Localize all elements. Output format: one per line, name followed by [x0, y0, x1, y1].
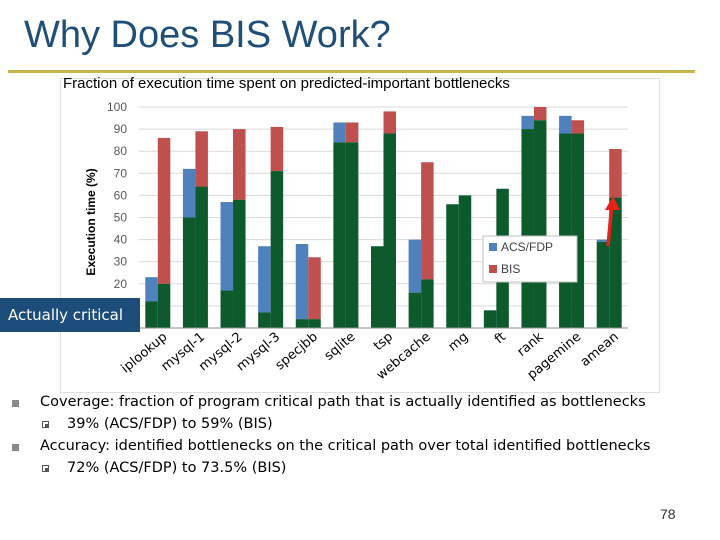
acs-fdp-noncritical-bar-mysql-1 — [182, 168, 196, 218]
bis-noncritical-bar-iplookup — [157, 137, 171, 284]
slide-title: Why Does BIS Work? — [24, 14, 391, 56]
y-tick-label: 90 — [114, 122, 128, 136]
page-number: 78 — [660, 506, 676, 522]
legend-swatch-acs — [489, 243, 497, 251]
y-tick-label: 40 — [114, 233, 128, 247]
acs-fdp-critical-bar-specjbb — [295, 319, 309, 328]
y-tick-label: 70 — [114, 166, 128, 180]
chart-bars — [145, 107, 622, 328]
bis-noncritical-bar-pagemine — [571, 120, 585, 134]
y-tick-label: 20 — [114, 277, 128, 291]
chart-title: Fraction of execution time spent on pred… — [63, 75, 510, 92]
acs-fdp-critical-bar-iplookup — [145, 301, 158, 328]
bullet-text: Coverage: fraction of program critical p… — [40, 394, 646, 410]
acs-fdp-critical-bar-mg — [446, 204, 459, 328]
acs-fdp-critical-bar-mysql-1 — [182, 217, 196, 328]
y-tick-label: 30 — [114, 255, 128, 269]
bis-noncritical-bar-webcache — [421, 162, 434, 280]
acs-fdp-critical-bar-tsp — [371, 246, 384, 328]
legend-label-bis: BIS — [501, 262, 520, 276]
checkbox-bullet-icon — [42, 465, 49, 472]
bis-noncritical-bar-specjbb — [308, 257, 321, 320]
bis-noncritical-bar-rank — [533, 107, 547, 121]
sub-bullet-text: 72% (ACS/FDP) to 73.5% (BIS) — [67, 460, 287, 476]
acs-fdp-noncritical-bar-rank — [521, 115, 534, 130]
bullet-accuracy: Accuracy: identified bottlenecks on the … — [12, 438, 712, 460]
legend-box — [482, 235, 578, 283]
acs-fdp-critical-bar-rank — [521, 129, 534, 328]
arrow-head — [605, 196, 620, 210]
acs-fdp-critical-bar-mysql-2 — [220, 290, 234, 328]
bis-critical-bar-rank — [533, 120, 547, 328]
bis-critical-bar-pagemine — [571, 133, 585, 328]
y-tick-label: 80 — [114, 144, 128, 158]
bis-noncritical-bar-mysql-1 — [195, 131, 208, 187]
bis-critical-bar-mg — [458, 195, 472, 328]
acs-fdp-critical-bar-mysql-3 — [258, 312, 271, 328]
y-tick-label: 60 — [114, 188, 128, 202]
y-tick-label: 50 — [114, 211, 128, 225]
sub-bullet-coverage: 39% (ACS/FDP) to 59% (BIS) — [12, 416, 712, 438]
emphasis-arrow — [605, 196, 620, 247]
actually-critical-callout: Actually critical — [0, 298, 140, 332]
acs-fdp-critical-bar-sqlite — [333, 142, 346, 328]
acs-fdp-noncritical-bar-webcache — [408, 239, 422, 293]
bis-critical-bar-mysql-3 — [270, 171, 284, 328]
acs-fdp-noncritical-bar-specjbb — [295, 244, 309, 320]
acs-fdp-noncritical-bar-amean — [596, 239, 610, 242]
bis-noncritical-bar-mysql-3 — [270, 126, 284, 172]
acs-fdp-noncritical-bar-pagemine — [559, 115, 572, 134]
bullet-text: Accuracy: identified bottlenecks on the … — [40, 438, 651, 454]
title-divider — [8, 70, 695, 73]
bis-critical-bar-specjbb — [308, 319, 321, 328]
bar-chart: 0102030405060708090100 Execution time (%… — [60, 78, 660, 393]
y-tick-label: 100 — [107, 100, 127, 114]
bis-critical-bar-webcache — [421, 279, 434, 328]
legend-swatch-bis — [489, 265, 497, 273]
bis-critical-bar-sqlite — [345, 142, 359, 328]
sub-bullet-accuracy: 72% (ACS/FDP) to 73.5% (BIS) — [12, 460, 712, 482]
square-bullet-icon — [12, 400, 19, 407]
chart-legend: ACS/FDP BIS — [482, 235, 578, 283]
sub-bullet-text: 39% (ACS/FDP) to 59% (BIS) — [67, 416, 273, 432]
acs-fdp-critical-bar-webcache — [408, 292, 422, 328]
acs-fdp-critical-bar-ft — [483, 310, 497, 328]
acs-fdp-critical-bar-amean — [596, 241, 610, 328]
bullet-list: Coverage: fraction of program critical p… — [12, 394, 712, 482]
bis-noncritical-bar-tsp — [383, 111, 396, 134]
bis-critical-bar-amean — [609, 197, 622, 328]
checkbox-bullet-icon — [42, 421, 49, 428]
bis-noncritical-bar-amean — [609, 148, 622, 198]
acs-fdp-noncritical-bar-iplookup — [145, 277, 158, 302]
bis-noncritical-bar-mysql-2 — [233, 129, 246, 200]
bis-critical-bar-tsp — [383, 133, 396, 328]
legend-label-acs: ACS/FDP — [501, 240, 553, 254]
acs-fdp-critical-bar-pagemine — [559, 133, 572, 328]
acs-fdp-noncritical-bar-sqlite — [333, 122, 346, 143]
bis-critical-bar-mysql-1 — [195, 186, 208, 328]
y-axis-ticks: 0102030405060708090100 — [107, 100, 127, 335]
square-bullet-icon — [12, 444, 19, 451]
acs-fdp-noncritical-bar-mysql-3 — [258, 246, 271, 313]
y-axis-label: Execution time (%) — [84, 168, 98, 275]
acs-fdp-noncritical-bar-mysql-2 — [220, 202, 234, 291]
bullet-coverage: Coverage: fraction of program critical p… — [12, 394, 712, 416]
bis-critical-bar-iplookup — [157, 283, 171, 328]
bis-critical-bar-mysql-2 — [233, 199, 246, 328]
bis-noncritical-bar-sqlite — [345, 122, 359, 143]
